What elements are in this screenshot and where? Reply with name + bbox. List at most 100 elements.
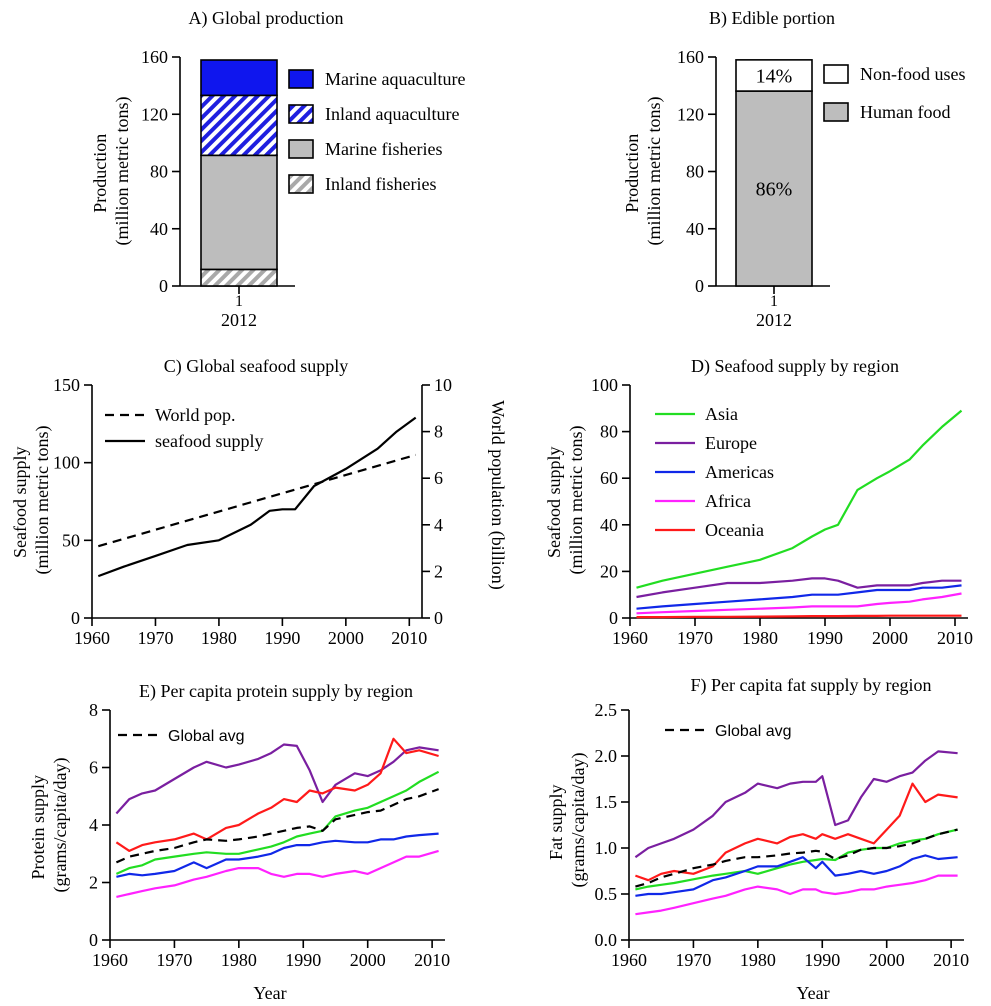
panel-e-axes: 0 2 4 6 8 1960 1970 1980 1990 2000 2010 bbox=[89, 700, 450, 970]
y-tick-label: 40 bbox=[600, 515, 618, 535]
legend-label-seafood-supply: seafood supply bbox=[155, 431, 263, 451]
panel-c-ylabel-right: World population (billion) bbox=[487, 400, 508, 590]
panel-b-title: B) Edible portion bbox=[709, 8, 835, 29]
x-tick-label: 1960 bbox=[611, 950, 647, 970]
panel-c-ylabel: Seafood supply (million metric tons) bbox=[10, 426, 53, 575]
panel-d-axes: 0 20 40 60 80 100 1960 1970 1980 1990 2000 2010 bbox=[591, 375, 973, 648]
x-tick-label: 1970 bbox=[156, 950, 192, 970]
series-line-magenta bbox=[116, 849, 439, 898]
x-tick-label: 1 bbox=[770, 293, 778, 310]
x-tick-label: 1980 bbox=[740, 950, 776, 970]
panel-e-xlabel: Year bbox=[253, 983, 286, 1003]
panel-a-bars bbox=[200, 59, 278, 287]
panel-d-seafood-by-region: D) Seafood supply by region Seafood supp… bbox=[544, 356, 973, 648]
panel-b-bars: 86% 14% bbox=[735, 59, 813, 287]
legend-label-europe: Europe bbox=[705, 433, 757, 453]
panel-d-legend: Asia Europe Americas Africa Oceania bbox=[655, 404, 774, 540]
panel-d-lines bbox=[636, 409, 963, 619]
y-right-tick-label: 10 bbox=[434, 375, 452, 395]
legend-label-global-avg: Global avg bbox=[168, 728, 245, 745]
panel-c-lines bbox=[97, 416, 417, 578]
panel-c-title: C) Global seafood supply bbox=[164, 356, 348, 377]
bar-segment-non-food-uses bbox=[735, 59, 813, 92]
x-tick-label: 1960 bbox=[612, 628, 648, 648]
y-tick-label: 0 bbox=[695, 276, 704, 296]
y-right-tick-label: 6 bbox=[434, 468, 443, 488]
legend-swatch-human-food bbox=[823, 102, 849, 122]
legend-swatch-marine-aquaculture bbox=[288, 69, 314, 89]
y-right-tick-label: 0 bbox=[434, 608, 443, 628]
bar-segment-inland-fisheries bbox=[200, 268, 278, 287]
y-tick-label: 80 bbox=[150, 162, 168, 182]
legend-swatch-inland-aquaculture bbox=[288, 104, 314, 124]
panel-e-title: E) Per capita protein supply by region bbox=[139, 681, 413, 702]
x-category-label: 2012 bbox=[756, 310, 792, 330]
y-tick-label: 0 bbox=[609, 608, 618, 628]
legend-label-inland-fisheries: Inland fisheries bbox=[325, 174, 436, 194]
panel-e-ylabel-line1: Protein supply bbox=[28, 775, 48, 880]
series-line-red bbox=[635, 782, 958, 882]
legend-label-human-food: Human food bbox=[860, 102, 950, 122]
legend-label-oceania: Oceania bbox=[705, 520, 764, 540]
bar-segment-marine-fisheries bbox=[200, 154, 278, 271]
y-tick-label: 120 bbox=[141, 104, 168, 124]
series-line-oceania bbox=[636, 614, 962, 619]
x-tick-label: 1990 bbox=[285, 950, 321, 970]
x-tick-label: 1980 bbox=[742, 628, 778, 648]
panel-f-axes: 0.0 0.5 1.0 1.5 2.0 2.5 1960 1970 1980 1990 2000 20… bbox=[595, 700, 970, 970]
y-tick-label: 160 bbox=[677, 47, 704, 67]
series-line-purple bbox=[115, 743, 439, 815]
panel-f-fat-supply: F) Per capita fat supply by region Fat s… bbox=[546, 675, 969, 1003]
panel-e-ylabel: Protein supply (grams/capita/day) bbox=[28, 758, 71, 893]
panel-c-axes: 0 50 100 150 1960 1970 1980 1990 2000 2010 0 2 4 6 8 10 bbox=[53, 375, 452, 648]
panel-c-legend: World pop. seafood supply bbox=[105, 405, 263, 451]
x-tick-label: 1990 bbox=[807, 628, 843, 648]
y-tick-label: 40 bbox=[150, 219, 168, 239]
series-line-seafood-supply bbox=[97, 416, 417, 578]
y-tick-label: 50 bbox=[62, 530, 80, 550]
x-tick-label: 2010 bbox=[937, 628, 973, 648]
y-tick-label: 150 bbox=[53, 375, 80, 395]
bar-segment-marine-aquaculture bbox=[200, 59, 278, 97]
bar-label-non-food-uses: 14% bbox=[756, 65, 793, 87]
x-tick-label: 1 bbox=[235, 293, 243, 310]
series-line-blue bbox=[635, 854, 958, 897]
series-line-africa bbox=[636, 592, 962, 615]
legend-swatch-non-food-uses bbox=[823, 64, 849, 84]
panel-f-legend: Global avg bbox=[665, 723, 792, 740]
panel-d-ylabel-line1: Seafood supply bbox=[544, 447, 564, 559]
series-line-asia bbox=[636, 409, 963, 589]
series-line-americas bbox=[636, 584, 962, 610]
series-line-purple bbox=[634, 750, 958, 859]
y-right-tick-label: 4 bbox=[434, 515, 443, 535]
legend-label-marine-aquaculture: Marine aquaculture bbox=[325, 69, 465, 89]
panel-f-title: F) Per capita fat supply by region bbox=[691, 675, 932, 696]
panel-f-ylabel-line1: Fat supply bbox=[546, 784, 566, 860]
y-tick-label: 1.5 bbox=[595, 792, 618, 812]
y-tick-label: 4 bbox=[89, 815, 98, 835]
panel-f-xlabel: Year bbox=[796, 983, 829, 1003]
x-tick-label: 2000 bbox=[872, 628, 908, 648]
series-line-europe bbox=[636, 577, 962, 599]
panel-b-legend: Non-food uses Human food bbox=[823, 64, 966, 122]
x-tick-label: 2000 bbox=[869, 950, 905, 970]
bar-segment-inland-aquaculture bbox=[200, 94, 278, 157]
legend-label-global-avg: Global avg bbox=[715, 723, 792, 740]
panel-c-ylabel-line2: (million metric tons) bbox=[32, 426, 53, 575]
panel-f-ylabel-line2: (grams/capita/day) bbox=[568, 753, 589, 888]
y-tick-label: 0 bbox=[71, 608, 80, 628]
legend-swatch-marine-fisheries bbox=[288, 139, 314, 159]
x-tick-label: 1980 bbox=[201, 628, 237, 648]
legend-swatch-inland-fisheries bbox=[288, 174, 314, 194]
panel-e-ylabel-line2: (grams/capita/day) bbox=[50, 758, 71, 893]
series-line-blue bbox=[116, 832, 439, 878]
legend-label-asia: Asia bbox=[705, 404, 738, 424]
y-tick-label: 6 bbox=[89, 758, 98, 778]
panel-c-global-seafood-supply: C) Global seafood supply Seafood supply … bbox=[10, 356, 508, 648]
series-line-magenta bbox=[635, 874, 958, 916]
panel-e-legend: Global avg bbox=[118, 728, 245, 745]
panel-b-ylabel-line2: (million metric tons) bbox=[644, 97, 665, 246]
y-tick-label: 2 bbox=[89, 873, 98, 893]
y-tick-label: 8 bbox=[89, 700, 98, 720]
